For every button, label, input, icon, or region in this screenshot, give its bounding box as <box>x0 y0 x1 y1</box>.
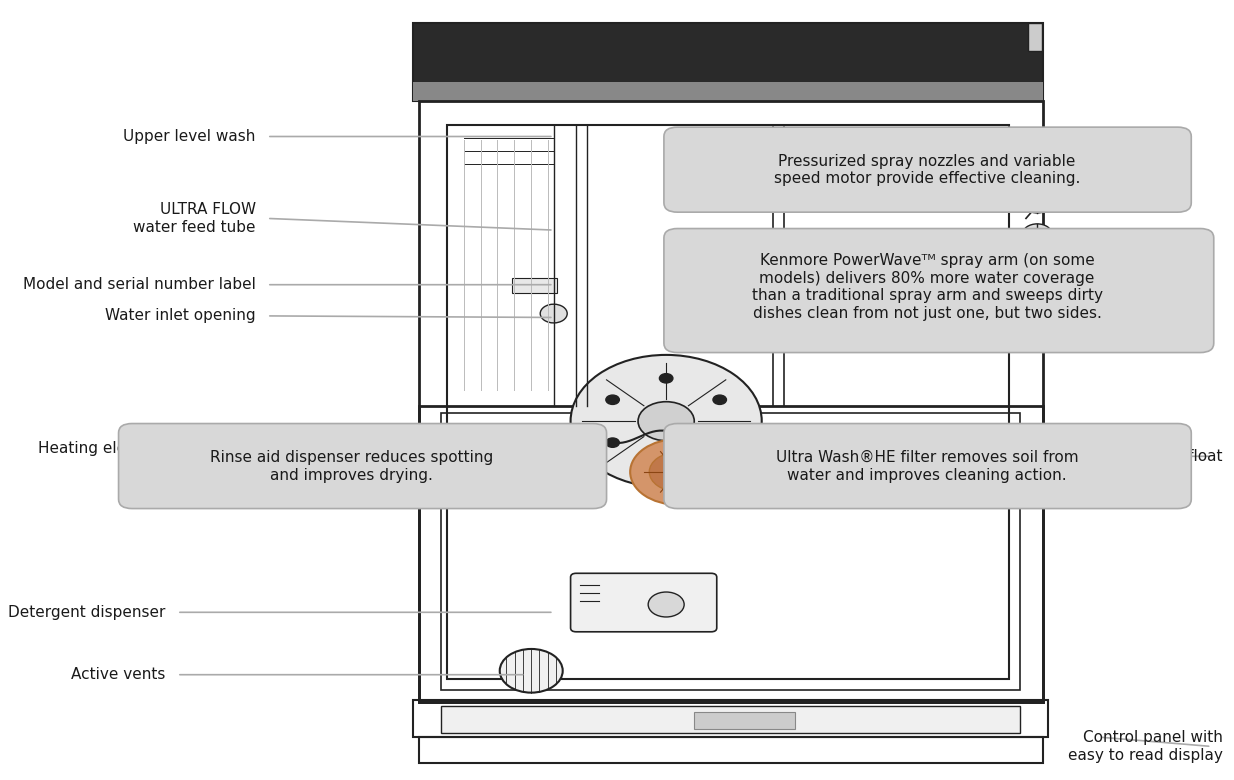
Circle shape <box>1023 224 1051 244</box>
Circle shape <box>540 304 568 323</box>
Text: Water inlet opening: Water inlet opening <box>105 308 255 324</box>
Circle shape <box>659 459 673 469</box>
Circle shape <box>500 649 563 693</box>
Text: Active vents: Active vents <box>72 667 165 682</box>
Circle shape <box>713 395 727 404</box>
Circle shape <box>638 402 695 441</box>
FancyBboxPatch shape <box>664 424 1191 509</box>
FancyBboxPatch shape <box>413 23 1043 101</box>
Circle shape <box>570 355 761 488</box>
FancyBboxPatch shape <box>1028 23 1041 51</box>
Circle shape <box>631 439 724 505</box>
FancyBboxPatch shape <box>118 424 607 509</box>
Circle shape <box>713 438 727 447</box>
Circle shape <box>1012 298 1051 326</box>
FancyBboxPatch shape <box>695 712 796 729</box>
Circle shape <box>606 395 619 404</box>
Text: Pressurized spray nozzles and variable
speed motor provide effective cleaning.: Pressurized spray nozzles and variable s… <box>774 154 1080 186</box>
FancyBboxPatch shape <box>512 278 557 292</box>
Text: Heating element: Heating element <box>38 441 165 456</box>
Circle shape <box>659 374 673 383</box>
Text: Model and serial number label: Model and serial number label <box>23 277 255 292</box>
Text: Ultra Wash®HE filter removes soil from
water and improves cleaning action.: Ultra Wash®HE filter removes soil from w… <box>776 450 1079 483</box>
Circle shape <box>648 592 684 617</box>
Text: Control panel with
easy to read display: Control panel with easy to read display <box>1067 730 1223 763</box>
FancyBboxPatch shape <box>442 706 1021 733</box>
Circle shape <box>1023 193 1051 213</box>
FancyBboxPatch shape <box>664 229 1214 353</box>
Text: Upper level wash: Upper level wash <box>123 129 255 144</box>
FancyBboxPatch shape <box>413 82 1043 101</box>
Circle shape <box>649 452 706 491</box>
Text: ULTRA FLOW
water feed tube: ULTRA FLOW water feed tube <box>133 202 255 235</box>
Circle shape <box>843 448 872 468</box>
Text: Rinse aid dispenser reduces spotting
and improves drying.: Rinse aid dispenser reduces spotting and… <box>210 450 492 483</box>
FancyBboxPatch shape <box>570 573 717 632</box>
Text: Detergent dispenser: Detergent dispenser <box>9 604 165 620</box>
Circle shape <box>606 438 619 447</box>
Text: Kenmore PowerWaveᵀᴹ spray arm (on some
models) delivers 80% more water coverage
: Kenmore PowerWaveᵀᴹ spray arm (on some m… <box>752 254 1102 321</box>
Text: Overfill protection float: Overfill protection float <box>1045 448 1223 464</box>
FancyBboxPatch shape <box>664 127 1191 212</box>
